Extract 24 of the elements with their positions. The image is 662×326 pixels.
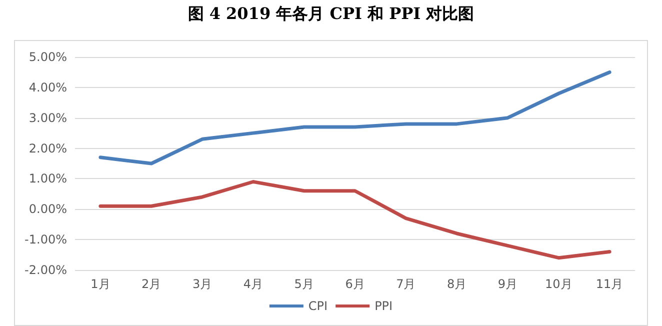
x-tick-label: 8月 — [447, 277, 467, 291]
x-tick-label: 1月 — [90, 277, 110, 291]
x-tick-label: 2月 — [142, 277, 162, 291]
y-tick-label: 1.00% — [28, 172, 67, 186]
y-tick-label: 4.00% — [28, 80, 67, 94]
x-tick-label: 3月 — [192, 277, 212, 291]
x-tick-label: 7月 — [396, 277, 416, 291]
x-tick-label: 5月 — [294, 277, 314, 291]
chart-title: 图 4 2019 年各月 CPI 和 PPI 对比图 — [186, 4, 476, 25]
y-tick-label: -1.00% — [24, 232, 67, 247]
line-series — [98, 180, 612, 260]
y-tick-label: 3.00% — [28, 110, 67, 125]
x-tick-label: 6月 — [345, 277, 365, 291]
line-series — [98, 70, 612, 166]
y-tick-label: 5.00% — [28, 50, 67, 64]
x-tick-label: 9月 — [498, 277, 518, 291]
x-tick-label: 11月 — [596, 277, 624, 291]
legend-label: PPI — [374, 299, 393, 313]
legend-label: CPI — [308, 299, 328, 313]
x-tick-label: 10月 — [544, 277, 572, 291]
y-tick-label: -2.00% — [24, 263, 67, 277]
x-tick-label: 4月 — [243, 277, 263, 291]
y-tick-label: 0.00% — [28, 202, 67, 216]
y-tick-label: 2.00% — [28, 141, 67, 156]
